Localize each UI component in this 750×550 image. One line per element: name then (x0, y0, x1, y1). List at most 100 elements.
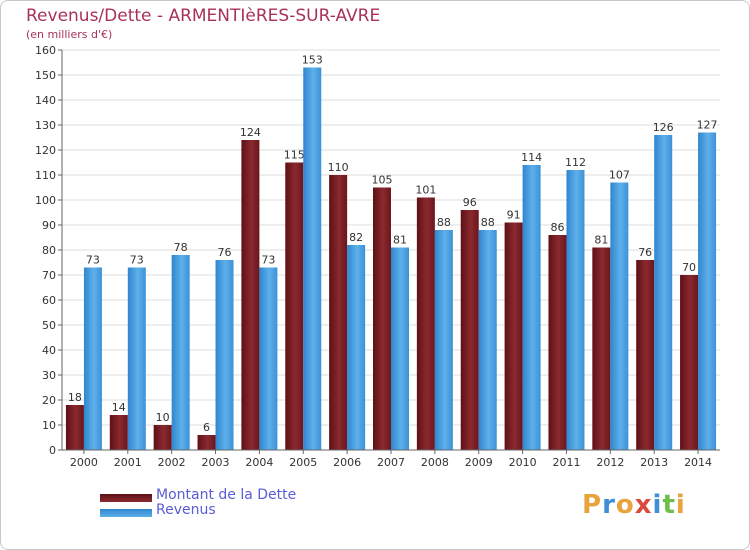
bar-debt (680, 275, 699, 450)
x-tick-label: 2004 (245, 456, 273, 469)
bar-revenue (610, 182, 629, 450)
y-tick-label: 120 (35, 144, 56, 157)
x-tick-label: 2014 (684, 456, 712, 469)
bar-revenue (83, 267, 102, 450)
bar-debt (329, 175, 348, 450)
proxiti-logo: Proxiti (582, 490, 686, 520)
legend-swatch-revenue (100, 509, 152, 517)
bar-revenue (434, 230, 453, 450)
y-tick-label: 20 (42, 394, 56, 407)
y-tick-label: 40 (42, 344, 56, 357)
bar-revenue (654, 135, 673, 450)
legend-label-debt: Montant de la Dette (156, 487, 297, 503)
y-tick-label: 90 (42, 219, 56, 232)
data-label-debt: 96 (463, 196, 477, 209)
data-label-revenue: 127 (697, 119, 718, 132)
data-label-revenue: 88 (437, 216, 451, 229)
data-label-debt: 18 (68, 391, 82, 404)
data-label-revenue: 73 (86, 254, 100, 267)
data-label-debt: 70 (682, 261, 696, 274)
bar-revenue (566, 170, 585, 450)
x-tick-label: 2005 (289, 456, 317, 469)
chart-title: Revenus/Dette - ARMENTIèRES-SUR-AVRE (26, 6, 381, 26)
data-label-revenue: 112 (565, 156, 586, 169)
bar-debt (65, 405, 84, 450)
bar-revenue (698, 132, 717, 450)
data-label-revenue: 81 (393, 234, 407, 247)
data-label-debt: 91 (507, 209, 521, 222)
data-label-debt: 6 (203, 421, 210, 434)
bars: 1873147310786761247311515311082105811018… (65, 54, 718, 450)
data-label-revenue: 114 (521, 151, 542, 164)
bar-debt (373, 187, 391, 450)
y-tick-label: 60 (42, 294, 56, 307)
x-tick-label: 2011 (552, 456, 580, 469)
bar-debt (241, 140, 260, 450)
bar-revenue (347, 245, 366, 450)
x-tick-label: 2002 (158, 456, 186, 469)
data-label-debt: 110 (328, 161, 349, 174)
data-label-debt: 101 (415, 184, 436, 197)
bar-debt (285, 162, 304, 450)
x-tick-label: 2012 (596, 456, 624, 469)
data-label-debt: 124 (240, 126, 261, 139)
bar-debt (636, 260, 655, 450)
y-tick-label: 0 (49, 444, 56, 457)
bar-revenue (259, 267, 278, 450)
data-label-debt: 81 (594, 234, 608, 247)
x-tick-label: 2008 (421, 456, 449, 469)
x-tick-label: 2007 (377, 456, 405, 469)
x-tick-label: 2010 (509, 456, 537, 469)
bar-revenue (171, 255, 190, 450)
x-tick-label: 2009 (465, 456, 493, 469)
data-label-revenue: 78 (174, 241, 188, 254)
data-label-debt: 105 (372, 174, 393, 187)
x-tick-label: 2000 (70, 456, 98, 469)
data-label-debt: 76 (638, 246, 652, 259)
x-tick-label: 2001 (114, 456, 142, 469)
y-tick-label: 30 (42, 369, 56, 382)
data-label-debt: 14 (112, 401, 126, 414)
data-label-revenue: 76 (218, 246, 232, 259)
y-tick-label: 80 (42, 244, 56, 257)
legend-swatch-debt (100, 494, 152, 502)
data-label-revenue: 82 (349, 231, 363, 244)
bar-debt (416, 197, 435, 450)
bar-debt (548, 235, 567, 450)
chart-subtitle: (en milliers d'€) (26, 28, 113, 41)
data-label-revenue: 153 (302, 54, 323, 67)
x-tick-label: 2013 (640, 456, 668, 469)
bar-revenue (478, 230, 497, 450)
y-tick-label: 110 (35, 169, 56, 182)
bar-debt (592, 247, 611, 450)
bar-revenue (127, 267, 146, 450)
y-tick-label: 50 (42, 319, 56, 332)
y-tick-label: 140 (35, 94, 56, 107)
data-label-revenue: 88 (481, 216, 495, 229)
bar-revenue (303, 67, 322, 450)
bar-revenue (215, 260, 234, 450)
y-tick-label: 70 (42, 269, 56, 282)
data-label-debt: 115 (284, 149, 305, 162)
x-axis: 2000 2001 2002 2003 2004 2005 2006 2007 2008 2009… (62, 449, 720, 469)
bar-debt (153, 425, 172, 450)
y-axis: 0 10 20 30 40 50 60 70 80 90 100 110 120 130 140 150 160 (35, 44, 63, 457)
data-label-revenue: 107 (609, 169, 630, 182)
x-tick-label: 2006 (333, 456, 361, 469)
data-label-revenue: 126 (653, 121, 674, 134)
data-label-debt: 86 (550, 221, 564, 234)
y-tick-label: 130 (35, 119, 56, 132)
data-label-revenue: 73 (261, 254, 275, 267)
data-label-revenue: 73 (130, 254, 144, 267)
bar-debt (460, 210, 479, 450)
legend-label-revenue: Revenus (156, 502, 216, 518)
bar-debt (197, 435, 216, 450)
bar-debt (504, 222, 523, 450)
x-tick-label: 2003 (202, 456, 230, 469)
data-label-debt: 10 (156, 411, 170, 424)
bar-revenue (522, 165, 541, 450)
bar-revenue (391, 247, 409, 450)
bar-debt (109, 415, 128, 450)
y-tick-label: 150 (35, 69, 56, 82)
